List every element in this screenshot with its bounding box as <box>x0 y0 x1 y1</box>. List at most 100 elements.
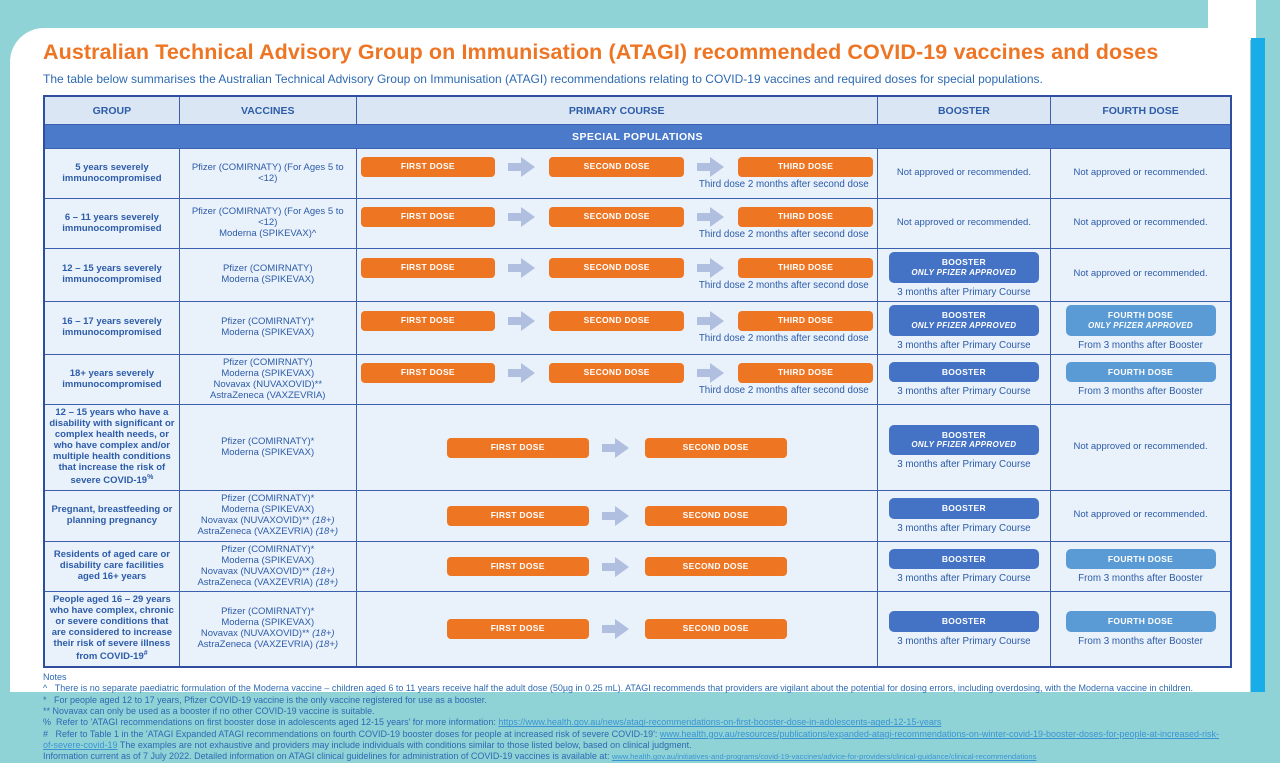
group-cell: Residents of aged care or disability car… <box>43 540 180 593</box>
section-banner-label: SPECIAL POPULATIONS <box>43 124 1232 149</box>
table-header-row: GROUP VACCINES PRIMARY COURSE BOOSTER FO… <box>43 95 1232 125</box>
section-banner-row: SPECIAL POPULATIONS <box>43 124 1232 149</box>
group-cell: 6 – 11 years severely immunocompromised <box>43 198 180 249</box>
second-dose-button: SECOND DOSE <box>549 311 684 332</box>
table-row: Residents of aged care or disability car… <box>43 540 1232 593</box>
column-header-primary-course: PRIMARY COURSE <box>355 95 878 125</box>
third-dose-button: THIRD DOSE <box>738 363 873 383</box>
table-row: 6 – 11 years severely immunocompromised P… <box>43 198 1232 249</box>
arrow-icon <box>696 311 725 332</box>
dose-sequence: FIRST DOSE SECOND DOSE <box>361 619 873 640</box>
note-line: Information current as of 7 July 2022. D… <box>43 751 1037 762</box>
booster-button: BOOSTER <box>888 548 1039 570</box>
dose-sequence: FIRST DOSE SECOND DOSE THIRD DOSE <box>360 362 873 383</box>
not-approved-text: Not approved or recommended. <box>1073 217 1208 229</box>
fourth-dose-button-timing-caption: From 3 months after Booster <box>1078 635 1203 647</box>
vaccine-name: Novavax (NUVAXOVID)** (18+) <box>200 565 335 577</box>
booster-cell: BOOSTER ONLY PFIZER APPROVED 3 months afte… <box>876 300 1052 355</box>
fourth-dose-button: FOURTH DOSE ONLY PFIZER APPROVED <box>1065 304 1216 336</box>
vaccine-name: Pfizer (COMIRNATY) <box>222 263 313 275</box>
table-row: 18+ years severely immunocompromised Pfiz… <box>43 353 1232 406</box>
fourth-dose-cell: FOURTH DOSE ONLY PFIZER APPROVED From 3 mo… <box>1050 300 1232 355</box>
not-approved-text: Not approved or recommended. <box>1073 167 1208 179</box>
booster-button: BOOSTER <box>888 361 1039 383</box>
third-dose-timing-caption: Third dose 2 months after second dose <box>698 280 869 292</box>
dose-sequence: FIRST DOSE SECOND DOSE THIRD DOSE <box>360 206 873 227</box>
fourth-dose-cell: Not approved or recommended. <box>1050 404 1232 492</box>
third-dose-timing-caption: Third dose 2 months after second dose <box>698 228 869 240</box>
vaccine-name: AstraZeneca (VAXZEVRIA) (18+) <box>197 525 339 537</box>
table-row: 5 years severely immunocompromised Pfizer… <box>43 148 1232 199</box>
column-header-fourth-dose: FOURTH DOSE <box>1050 95 1232 125</box>
not-approved-text: Not approved or recommended. <box>896 167 1031 179</box>
group-cell: 18+ years severely immunocompromised <box>43 353 180 406</box>
third-dose-timing-caption: Third dose 2 months after second dose <box>698 333 869 345</box>
group-cell: 5 years severely immunocompromised <box>43 148 180 199</box>
vaccine-name: Moderna (SPIKEVAX) <box>221 273 315 285</box>
dose-sequence: FIRST DOSE SECOND DOSE <box>361 556 873 577</box>
fourth-dose-button: FOURTH DOSE <box>1065 361 1216 383</box>
vaccines-cell: Pfizer (COMIRNATY) Moderna (SPIKEVAX) Nova… <box>178 353 357 406</box>
dose-sequence: FIRST DOSE SECOND DOSE THIRD DOSE <box>360 156 873 177</box>
booster-cell: BOOSTER 3 months after Primary Course <box>876 540 1052 593</box>
note-line: * For people aged 12 to 17 years, Pfizer… <box>43 694 487 705</box>
vaccine-name: Moderna (SPIKEVAX) <box>221 446 315 458</box>
note-line: % Refer to 'ATAGI recommendations on fir… <box>43 717 942 728</box>
vaccines-cell: Pfizer (COMIRNATY)* Moderna (SPIKEVAX) Nov… <box>178 490 357 542</box>
note-link[interactable]: www.health.gov.au/resources/publications… <box>43 728 1220 751</box>
table-row: People aged 16 – 29 years who have compl… <box>43 591 1232 668</box>
first-dose-button: FIRST DOSE <box>446 556 589 577</box>
fourth-dose-cell: FOURTH DOSE From 3 months after Booster <box>1050 591 1232 668</box>
vaccine-name: Pfizer (COMIRNATY)* <box>221 315 315 327</box>
group-cell: 16 – 17 years severely immunocompromised <box>43 300 180 355</box>
third-dose-button: THIRD DOSE <box>738 311 873 332</box>
primary-course-cell: FIRST DOSE SECOND DOSE <box>355 404 878 492</box>
booster-cell: BOOSTER 3 months after Primary Course <box>876 353 1052 406</box>
primary-course-cell: FIRST DOSE SECOND DOSE THIRD DOSE Third dos… <box>355 353 878 406</box>
note-line: ^ There is no separate paediatric formul… <box>43 683 1194 694</box>
booster-button: BOOSTER ONLY PFIZER APPROVED <box>888 252 1039 283</box>
vaccine-name: Moderna (SPIKEVAX) <box>221 504 315 515</box>
second-dose-button: SECOND DOSE <box>549 363 684 383</box>
vaccine-name: Pfizer (COMIRNATY) (For Ages 5 to <12) <box>191 161 344 184</box>
arrow-icon <box>696 156 725 177</box>
booster-button-restriction: ONLY PFIZER APPROVED <box>911 267 1017 277</box>
vaccine-name: Moderna (SPIKEVAX)^ <box>219 227 317 239</box>
table-row: 16 – 17 years severely immunocompromised… <box>43 300 1232 355</box>
vaccines-cell: Pfizer (COMIRNATY)* Moderna (SPIKEVAX) Nov… <box>178 591 357 668</box>
second-dose-button: SECOND DOSE <box>644 506 787 526</box>
primary-course-cell: FIRST DOSE SECOND DOSE <box>355 540 878 593</box>
arrow-icon <box>696 258 725 279</box>
first-dose-button: FIRST DOSE <box>360 206 496 227</box>
primary-course-cell: FIRST DOSE SECOND DOSE THIRD DOSE Third dos… <box>355 198 878 249</box>
page-subtitle: The table below summarises the Australia… <box>43 72 1043 86</box>
primary-course-cell: FIRST DOSE SECOND DOSE THIRD DOSE Third dos… <box>355 148 878 199</box>
arrow-icon <box>601 556 632 577</box>
vaccine-name: Pfizer (COMIRNATY)* <box>221 606 315 618</box>
fourth-dose-button: FOURTH DOSE <box>1065 611 1216 632</box>
booster-cell: BOOSTER 3 months after Primary Course <box>876 591 1052 668</box>
column-header-booster: BOOSTER <box>876 95 1052 125</box>
column-header-group: GROUP <box>43 95 180 125</box>
primary-course-cell: FIRST DOSE SECOND DOSE <box>355 591 878 668</box>
arrow-icon <box>508 206 536 227</box>
note-link[interactable]: https://www.health.gov.au/news/atagi-rec… <box>498 717 942 728</box>
arrow-icon <box>696 362 725 383</box>
booster-button-restriction: ONLY PFIZER APPROVED <box>911 320 1017 330</box>
booster-cell: Not approved or recommended. <box>876 198 1052 249</box>
booster-button-restriction: ONLY PFIZER APPROVED <box>911 440 1017 450</box>
booster-button-timing-caption: 3 months after Primary Course <box>897 635 1031 647</box>
booster-cell: BOOSTER ONLY PFIZER APPROVED 3 months afte… <box>876 404 1052 492</box>
first-dose-button: FIRST DOSE <box>446 506 589 526</box>
arrow-icon <box>601 619 632 640</box>
note-link[interactable]: www.health.gov.au/initiatives-and-progra… <box>611 752 1037 762</box>
note-line: # Refer to Table 1 in the 'ATAGI Expande… <box>43 728 1220 751</box>
second-dose-button: SECOND DOSE <box>549 156 684 177</box>
vaccines-cell: Pfizer (COMIRNATY) (For Ages 5 to <12) Mo… <box>178 198 357 249</box>
booster-button: BOOSTER ONLY PFIZER APPROVED <box>888 304 1039 336</box>
first-dose-button: FIRST DOSE <box>360 156 496 177</box>
dose-sequence: FIRST DOSE SECOND DOSE THIRD DOSE <box>360 258 873 279</box>
note-line: ** Novavax can only be used as a booster… <box>43 706 375 717</box>
vaccines-cell: Pfizer (COMIRNATY)* Moderna (SPIKEVAX) Nov… <box>178 540 357 593</box>
vaccine-name: Pfizer (COMIRNATY) <box>222 356 313 368</box>
